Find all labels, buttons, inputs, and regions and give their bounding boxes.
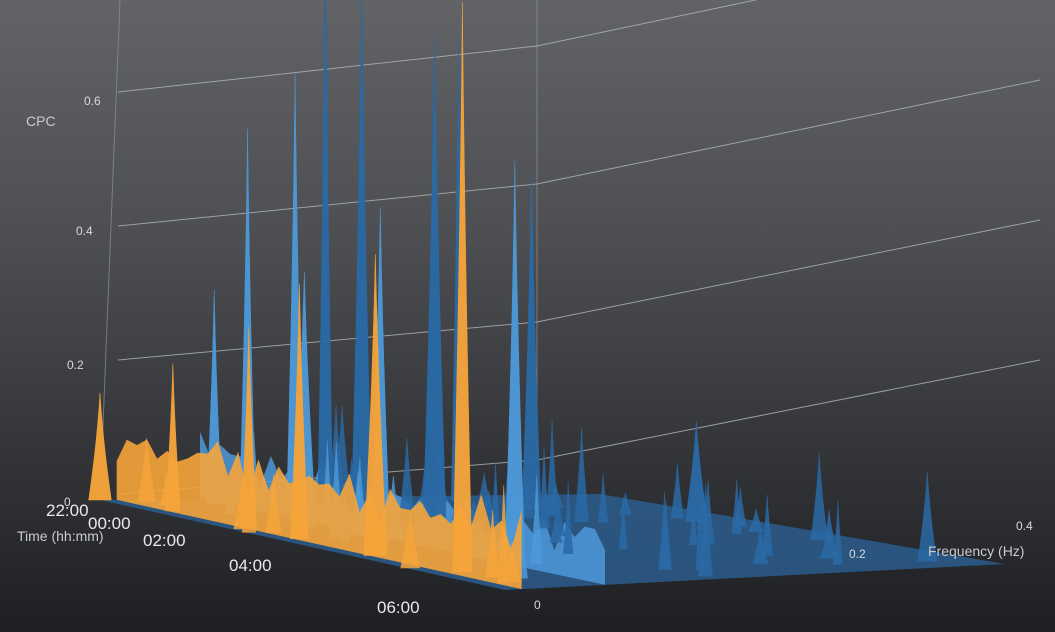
z-grid-line-0.4 bbox=[117, 79, 1041, 227]
background-spike-44 bbox=[657, 491, 672, 570]
cpc-peak-83 bbox=[363, 253, 388, 556]
background-spike-17 bbox=[574, 426, 589, 522]
background-spike-29 bbox=[618, 497, 628, 550]
background-spike-1 bbox=[810, 453, 828, 541]
cpc-peak-81 bbox=[240, 326, 257, 528]
time-tick-label-02-00: 02:00 bbox=[143, 531, 186, 550]
cpc-peak-32 bbox=[423, 34, 447, 518]
cpc-peak-82 bbox=[290, 284, 309, 540]
time-tick-label-00-00: 00:00 bbox=[88, 514, 131, 533]
cpc-surface bbox=[88, 0, 1005, 590]
frequency-tick-label-0.4: 0.4 bbox=[1016, 519, 1033, 533]
axis-frame bbox=[99, 0, 538, 501]
z-grid-line-0.6 bbox=[117, 0, 758, 93]
background-spike-15 bbox=[761, 494, 774, 556]
background-spike-18 bbox=[545, 419, 559, 517]
z-tick-label-0: 0 bbox=[64, 495, 71, 509]
cpc-peak-14 bbox=[521, 174, 542, 511]
background-spike-7 bbox=[731, 479, 743, 534]
z-grid-lines bbox=[117, 0, 1041, 495]
background-spike-3 bbox=[917, 471, 938, 562]
z-tick-label-0.2: 0.2 bbox=[67, 358, 84, 372]
z-grid-line-0.2 bbox=[117, 219, 1041, 361]
frequency-tick-label-0: 0 bbox=[534, 598, 541, 612]
background-spike-12 bbox=[833, 500, 843, 565]
z-tick-label-0.6: 0.6 bbox=[84, 94, 101, 108]
cpc-peak-87 bbox=[88, 392, 112, 501]
background-spike-4 bbox=[748, 508, 765, 533]
time-tick-label-04-00: 04:00 bbox=[229, 556, 272, 575]
z-tick-label-0.4: 0.4 bbox=[76, 224, 93, 238]
back-left-vertical-edge bbox=[99, 0, 121, 501]
background-spike-56 bbox=[530, 474, 543, 564]
background-spike-50 bbox=[563, 481, 574, 555]
background-spike-5 bbox=[670, 462, 685, 519]
background-spike-19 bbox=[688, 503, 698, 546]
time-axis-label: Time (hh:mm) bbox=[17, 528, 104, 544]
cpc-peak-41 bbox=[351, 0, 373, 508]
background-spike-36 bbox=[549, 513, 563, 543]
z-axis-label: CPC bbox=[26, 113, 56, 129]
time-tick-label-22-00: 22:00 bbox=[46, 501, 89, 520]
cpc-peak-77 bbox=[452, 2, 473, 572]
cpc-peak-48 bbox=[317, 0, 334, 504]
cpc-peak-59 bbox=[504, 160, 526, 564]
background-spike-27 bbox=[538, 447, 550, 529]
background-spike-39 bbox=[698, 484, 713, 577]
frequency-tick-label-0.2: 0.2 bbox=[849, 547, 866, 561]
background-spike-23 bbox=[752, 525, 769, 565]
background-spike-51 bbox=[398, 438, 416, 522]
frequency-axis-label: Frequency (Hz) bbox=[928, 543, 1024, 559]
background-spike-13 bbox=[597, 473, 609, 523]
low-band-ridge bbox=[116, 439, 522, 590]
time-tick-label-06-00: 06:00 bbox=[377, 598, 420, 617]
